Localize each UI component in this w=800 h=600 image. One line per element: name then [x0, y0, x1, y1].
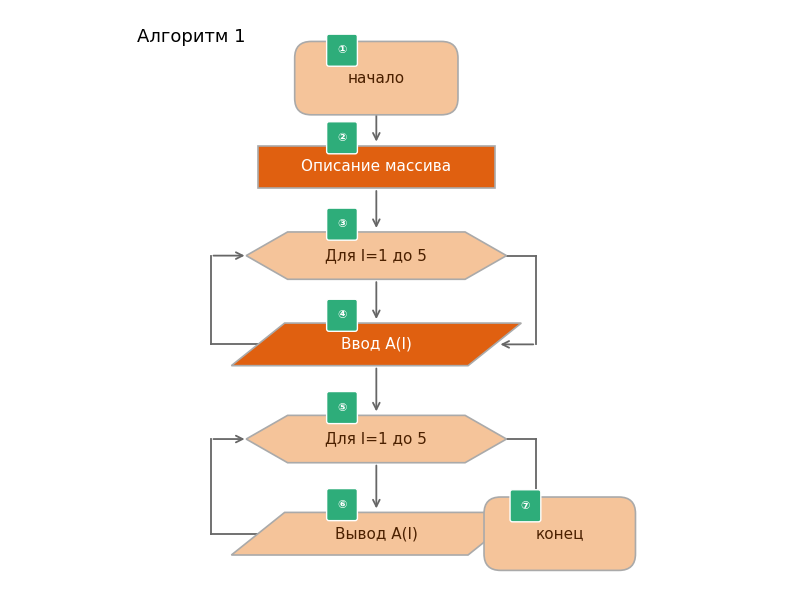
FancyBboxPatch shape: [326, 122, 358, 154]
Text: начало: начало: [348, 71, 405, 86]
Text: ⑤: ⑤: [338, 403, 346, 413]
Text: Для I=1 до 5: Для I=1 до 5: [326, 248, 427, 263]
Text: ⑥: ⑥: [338, 500, 346, 509]
Text: ③: ③: [338, 219, 346, 229]
FancyBboxPatch shape: [326, 488, 358, 521]
Text: ⑦: ⑦: [521, 501, 530, 511]
Text: Описание массива: Описание массива: [302, 160, 451, 175]
FancyBboxPatch shape: [326, 34, 358, 66]
Polygon shape: [231, 323, 522, 365]
Polygon shape: [246, 415, 506, 463]
Text: конец: конец: [535, 526, 584, 541]
FancyBboxPatch shape: [326, 208, 358, 240]
Text: ①: ①: [338, 45, 346, 55]
FancyBboxPatch shape: [326, 392, 358, 424]
FancyBboxPatch shape: [484, 497, 635, 571]
FancyBboxPatch shape: [326, 299, 358, 331]
FancyBboxPatch shape: [258, 146, 494, 188]
Text: ④: ④: [338, 310, 346, 320]
Text: Ввод A(I): Ввод A(I): [341, 337, 412, 352]
Text: Для I=1 до 5: Для I=1 до 5: [326, 431, 427, 446]
FancyBboxPatch shape: [294, 41, 458, 115]
Text: Вывод A(I): Вывод A(I): [335, 526, 418, 541]
Polygon shape: [231, 512, 522, 555]
Polygon shape: [246, 232, 506, 279]
Text: ②: ②: [338, 133, 346, 143]
Text: Алгоритм 1: Алгоритм 1: [137, 28, 246, 46]
FancyBboxPatch shape: [510, 490, 541, 522]
